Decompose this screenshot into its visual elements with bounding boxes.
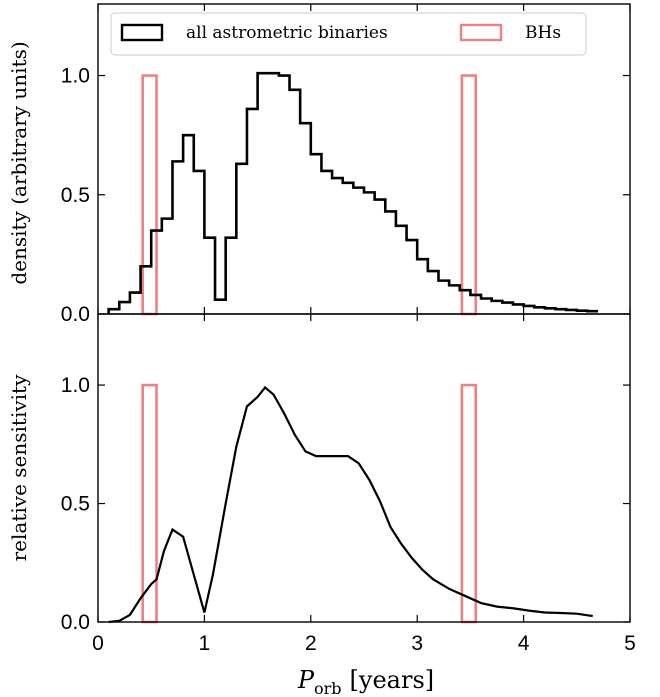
bottom-y-axis-label: relative sensitivity — [7, 374, 31, 561]
bottom-ytick-label-0: 0.0 — [61, 611, 90, 634]
legend-swatch-all-astrometric-binaries — [120, 23, 164, 42]
bottom-panel: 0.0 0.5 1.0 0 1 2 3 4 5 relative sensitivity Po… — [7, 313, 636, 697]
x-axis-label-sub: orb — [314, 679, 342, 697]
top-ytick-label-0: 0.0 — [61, 303, 90, 326]
xtick-label-1: 1 — [199, 632, 211, 655]
top-panel: 0.0 0.5 1.0 density (arbitrary units) all … — [7, 3, 631, 326]
x-axis-label-units: [years] — [350, 666, 435, 694]
bottom-bh-bar-1 — [460, 383, 478, 624]
top-x-ticks — [97, 4, 631, 314]
xtick-label-3: 3 — [411, 632, 423, 655]
top-bh-bar-0 — [141, 74, 158, 316]
top-bh-bars — [141, 74, 478, 316]
xtick-label-5: 5 — [624, 632, 636, 655]
legend-label-all-astrometric-binaries: all astrometric binaries — [186, 23, 388, 43]
top-y-axis-label: density (arbitrary units) — [7, 41, 31, 284]
bottom-bh-bars — [141, 383, 478, 624]
bottom-axis-frame — [97, 313, 631, 623]
legend: all astrometric binaries BHs — [110, 12, 587, 56]
x-axis-label-main: P — [297, 666, 315, 694]
top-y-ticks: 0.0 0.5 1.0 — [61, 65, 630, 326]
x-axis-label: Porb [years] — [297, 666, 434, 697]
top-ytick-label-1: 0.5 — [61, 184, 90, 207]
top-bh-bar-1 — [460, 74, 478, 316]
bottom-ytick-label-2: 1.0 — [61, 374, 90, 397]
bottom-y-ticks: 0.0 0.5 1.0 — [61, 374, 630, 634]
xtick-label-4: 4 — [518, 632, 530, 655]
xtick-label-0: 0 — [92, 632, 104, 655]
xtick-label-2: 2 — [305, 632, 317, 655]
bottom-series-sensitivity — [108, 385, 593, 624]
legend-label-bhs: BHs — [525, 23, 561, 43]
bottom-ytick-label-1: 0.5 — [61, 493, 90, 516]
top-ytick-label-2: 1.0 — [61, 65, 90, 88]
bottom-x-ticks: 0 1 2 3 4 5 — [92, 314, 636, 655]
legend-frame — [110, 12, 587, 56]
legend-swatch-bhs — [459, 23, 503, 42]
top-series-all-astrometric-binaries — [107, 71, 599, 314]
